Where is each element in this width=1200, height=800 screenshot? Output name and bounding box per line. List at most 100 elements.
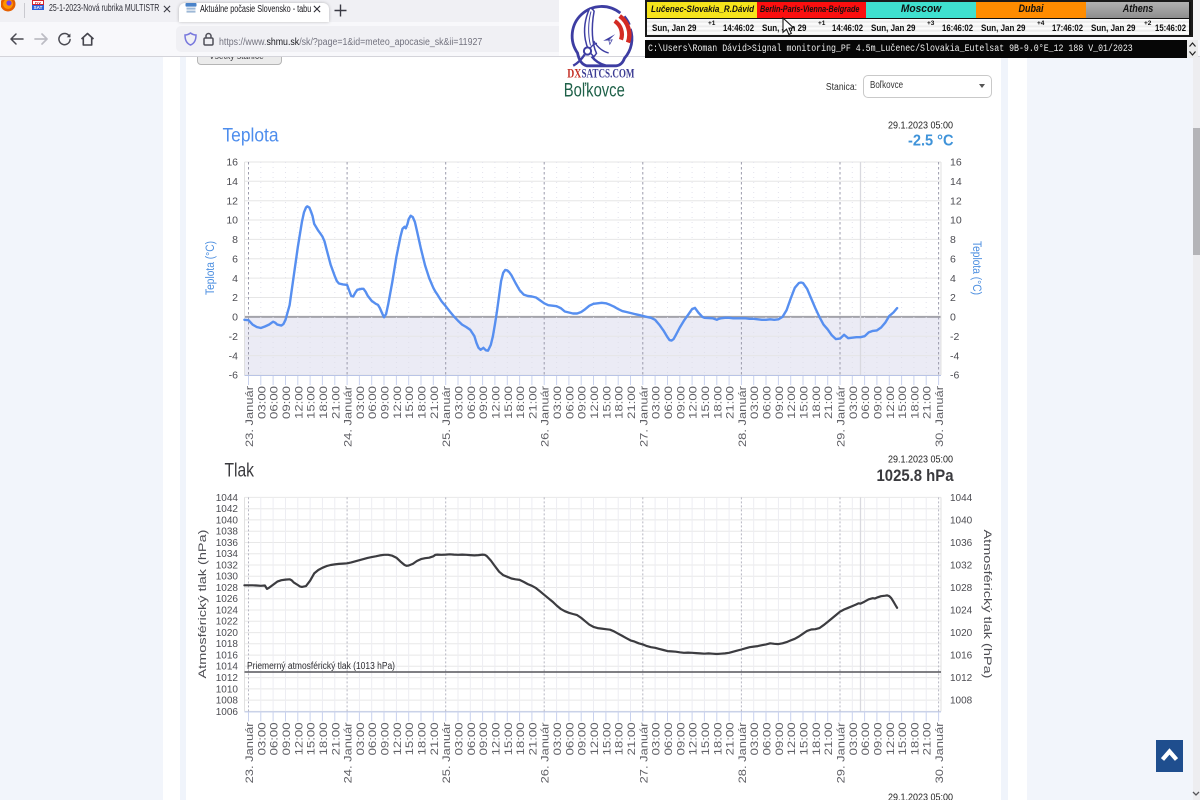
svg-text:1034: 1034: [216, 549, 239, 560]
svg-text:1012: 1012: [216, 673, 239, 684]
svg-text:06:00: 06:00: [663, 386, 675, 419]
svg-text:1010: 1010: [216, 684, 239, 695]
svg-text:8: 8: [232, 234, 238, 246]
svg-text:03:00: 03:00: [355, 722, 367, 755]
svg-text:15:00: 15:00: [799, 386, 811, 419]
svg-text:1025.8 hPa: 1025.8 hPa: [877, 466, 954, 485]
svg-text:24. Január: 24. Január: [343, 722, 355, 783]
svg-text:1008: 1008: [950, 696, 973, 707]
svg-text:21:00: 21:00: [429, 722, 441, 755]
svg-text:SATCS.COM: SATCS.COM: [582, 66, 635, 81]
svg-text:09:00: 09:00: [675, 386, 687, 419]
svg-text:06:00: 06:00: [762, 386, 774, 419]
svg-text:-2.5 °C: -2.5 °C: [908, 133, 954, 150]
svg-text:-6: -6: [229, 370, 238, 382]
svg-text:15:00: 15:00: [404, 722, 416, 755]
svg-text:12:00: 12:00: [786, 386, 798, 419]
svg-text:1014: 1014: [216, 662, 239, 673]
svg-text:15:00: 15:00: [700, 386, 712, 419]
svg-text:0: 0: [950, 312, 956, 324]
svg-text:23. Január: 23. Január: [244, 722, 256, 783]
svg-text:DX: DX: [567, 66, 581, 81]
svg-text:10: 10: [226, 215, 238, 227]
svg-text:30. Január: 30. Január: [934, 386, 946, 447]
svg-text:Teplota: Teplota: [223, 126, 279, 147]
svg-text:-4: -4: [950, 350, 959, 362]
svg-text:03:00: 03:00: [355, 386, 367, 419]
svg-text:30. Január: 30. Január: [934, 722, 946, 783]
svg-text:12:00: 12:00: [392, 722, 404, 755]
svg-text:18:00: 18:00: [614, 386, 626, 419]
svg-text:12:00: 12:00: [293, 722, 305, 755]
svg-text:23. Január: 23. Január: [244, 386, 256, 447]
svg-text:12:00: 12:00: [490, 722, 502, 755]
svg-text:21:00: 21:00: [330, 386, 342, 419]
svg-text:09:00: 09:00: [577, 386, 589, 419]
svg-text:06:00: 06:00: [269, 386, 281, 419]
svg-text:09:00: 09:00: [478, 386, 490, 419]
svg-text:25. Január: 25. Január: [441, 722, 453, 783]
svg-text:18:00: 18:00: [712, 722, 724, 755]
svg-text:1006: 1006: [216, 707, 239, 718]
svg-text:12:00: 12:00: [786, 722, 798, 755]
svg-text:1040: 1040: [216, 515, 239, 526]
svg-text:1022: 1022: [216, 617, 239, 628]
svg-text:1042: 1042: [216, 504, 239, 515]
svg-text:09:00: 09:00: [675, 722, 687, 755]
svg-text:6: 6: [950, 254, 956, 266]
svg-text:8: 8: [950, 234, 956, 246]
svg-text:29. Január: 29. Január: [836, 722, 848, 783]
svg-text:18:00: 18:00: [909, 386, 921, 419]
svg-text:15:00: 15:00: [799, 722, 811, 755]
svg-text:6: 6: [232, 254, 238, 266]
svg-text:-2: -2: [229, 331, 238, 343]
svg-text:18:00: 18:00: [712, 386, 724, 419]
svg-text:29. Január: 29. Január: [836, 386, 848, 447]
svg-text:03:00: 03:00: [749, 386, 761, 419]
svg-text:06:00: 06:00: [564, 722, 576, 755]
svg-text:1016: 1016: [216, 651, 239, 662]
svg-text:18:00: 18:00: [318, 722, 330, 755]
svg-text:21:00: 21:00: [527, 722, 539, 755]
svg-text:09:00: 09:00: [281, 722, 293, 755]
svg-text:18:00: 18:00: [614, 722, 626, 755]
svg-text:1012: 1012: [950, 673, 973, 684]
svg-text:10: 10: [950, 215, 962, 227]
svg-text:1008: 1008: [216, 696, 239, 707]
svg-text:-6: -6: [950, 370, 959, 382]
svg-text:09:00: 09:00: [380, 722, 392, 755]
svg-text:09:00: 09:00: [774, 386, 786, 419]
svg-text:Atmosférický tlak (hPa): Atmosférický tlak (hPa): [197, 530, 209, 679]
svg-text:29.1.2023 05:00: 29.1.2023 05:00: [888, 792, 953, 800]
svg-text:09:00: 09:00: [478, 722, 490, 755]
svg-text:18:00: 18:00: [909, 722, 921, 755]
svg-text:28. Január: 28. Január: [737, 722, 749, 783]
svg-text:18:00: 18:00: [417, 386, 429, 419]
svg-text:1028: 1028: [216, 583, 239, 594]
svg-text:1016: 1016: [950, 651, 973, 662]
svg-text:09:00: 09:00: [872, 386, 884, 419]
svg-text:1020: 1020: [950, 628, 973, 639]
svg-text:21:00: 21:00: [823, 386, 835, 419]
svg-text:18:00: 18:00: [811, 386, 823, 419]
svg-text:06:00: 06:00: [367, 386, 379, 419]
svg-text:06:00: 06:00: [860, 386, 872, 419]
svg-text:Boľkovce: Boľkovce: [564, 81, 625, 100]
svg-text:14: 14: [950, 176, 962, 188]
svg-text:1032: 1032: [216, 560, 239, 571]
svg-text:16: 16: [950, 157, 962, 169]
svg-text:-4: -4: [229, 350, 238, 362]
svg-text:15:00: 15:00: [700, 722, 712, 755]
svg-text:12: 12: [226, 195, 238, 207]
svg-text:1024: 1024: [216, 605, 239, 616]
svg-text:06:00: 06:00: [762, 722, 774, 755]
svg-text:12:00: 12:00: [490, 386, 502, 419]
svg-text:24. Január: 24. Január: [343, 386, 355, 447]
svg-text:2: 2: [232, 292, 238, 304]
svg-text:27. Január: 27. Január: [638, 386, 650, 447]
svg-text:06:00: 06:00: [860, 722, 872, 755]
svg-text:16: 16: [226, 157, 238, 169]
svg-text:21:00: 21:00: [429, 386, 441, 419]
svg-text:21:00: 21:00: [922, 386, 934, 419]
svg-text:4: 4: [232, 273, 238, 285]
